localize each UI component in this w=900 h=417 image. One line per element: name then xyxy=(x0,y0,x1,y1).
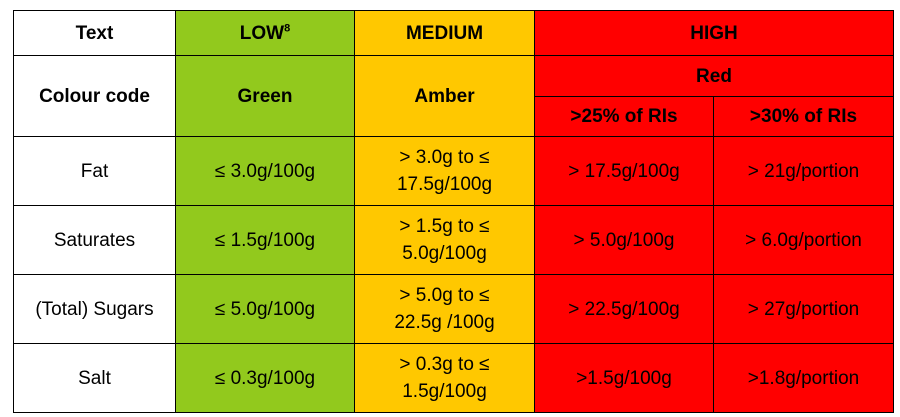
high-threshold-100g: > 5.0g/100g xyxy=(534,205,714,275)
high-threshold-100g: > 22.5g/100g xyxy=(534,274,714,344)
header-low: LOW8 xyxy=(175,10,355,56)
table-row: (Total) Sugars ≤ 5.0g/100g > 5.0g to ≤ 22… xyxy=(13,274,894,344)
low-threshold: ≤ 5.0g/100g xyxy=(175,274,355,344)
high-threshold-100g: >1.5g/100g xyxy=(534,343,714,413)
nutrient-label: Saturates xyxy=(13,205,176,275)
red-subheader-25: >25% of RIs xyxy=(534,96,714,137)
header-low-label: LOW xyxy=(239,22,285,44)
medium-line2: 5.0g/100g xyxy=(402,243,487,264)
ri-subheader-row: >25% of RIs >30% of RIs xyxy=(14,96,894,137)
medium-line1: > 0.3g to ≤ xyxy=(399,354,490,375)
colour-green: Green xyxy=(175,55,355,137)
header-row: Text LOW8 MEDIUM HIGH xyxy=(13,10,894,56)
medium-line2: 17.5g/100g xyxy=(396,174,493,195)
medium-line1: > 3.0g to ≤ xyxy=(399,147,490,168)
table-row: Salt ≤ 0.3g/100g > 0.3g to ≤ 1.5g/100g >1… xyxy=(13,343,894,413)
high-threshold-portion: > 21g/portion xyxy=(713,136,894,206)
medium-threshold: > 0.3g to ≤ 1.5g/100g xyxy=(354,343,535,413)
colour-code-label: Colour code xyxy=(13,55,176,137)
table-row: Saturates ≤ 1.5g/100g > 1.5g to ≤ 5.0g/10… xyxy=(13,205,894,275)
high-threshold-portion: > 6.0g/portion xyxy=(713,205,894,275)
low-threshold: ≤ 0.3g/100g xyxy=(175,343,355,413)
high-threshold-portion: > 27g/portion xyxy=(713,274,894,344)
medium-threshold: > 1.5g to ≤ 5.0g/100g xyxy=(354,205,535,275)
medium-threshold: > 5.0g to ≤ 22.5g /100g xyxy=(354,274,535,344)
high-threshold-portion: >1.8g/portion xyxy=(713,343,894,413)
medium-line1: > 1.5g to ≤ xyxy=(399,216,490,237)
header-text: Text xyxy=(13,10,176,56)
medium-threshold: > 3.0g to ≤ 17.5g/100g xyxy=(354,136,535,206)
colour-amber: Amber xyxy=(354,55,535,137)
table-row: Fat ≤ 3.0g/100g > 3.0g to ≤ 17.5g/100g > … xyxy=(13,136,894,206)
header-medium: MEDIUM xyxy=(354,10,535,56)
colour-code-row: Colour code Green Amber Red xyxy=(13,55,894,137)
medium-line1: > 5.0g to ≤ xyxy=(399,285,490,306)
red-subheader-30: >30% of RIs xyxy=(713,96,894,137)
high-threshold-100g: > 17.5g/100g xyxy=(534,136,714,206)
medium-line2: 22.5g /100g xyxy=(394,312,495,333)
header-low-footnote: 8 xyxy=(284,22,291,35)
low-threshold: ≤ 3.0g/100g xyxy=(175,136,355,206)
colour-red: Red xyxy=(534,55,894,97)
nutrient-label: Fat xyxy=(13,136,176,206)
nutrient-label: (Total) Sugars xyxy=(13,274,176,344)
low-threshold: ≤ 1.5g/100g xyxy=(175,205,355,275)
nutrient-label: Salt xyxy=(13,343,176,413)
header-high: HIGH xyxy=(534,10,894,56)
medium-line2: 1.5g/100g xyxy=(402,381,487,402)
traffic-light-table: Text LOW8 MEDIUM HIGH Colour code Green … xyxy=(13,10,894,413)
